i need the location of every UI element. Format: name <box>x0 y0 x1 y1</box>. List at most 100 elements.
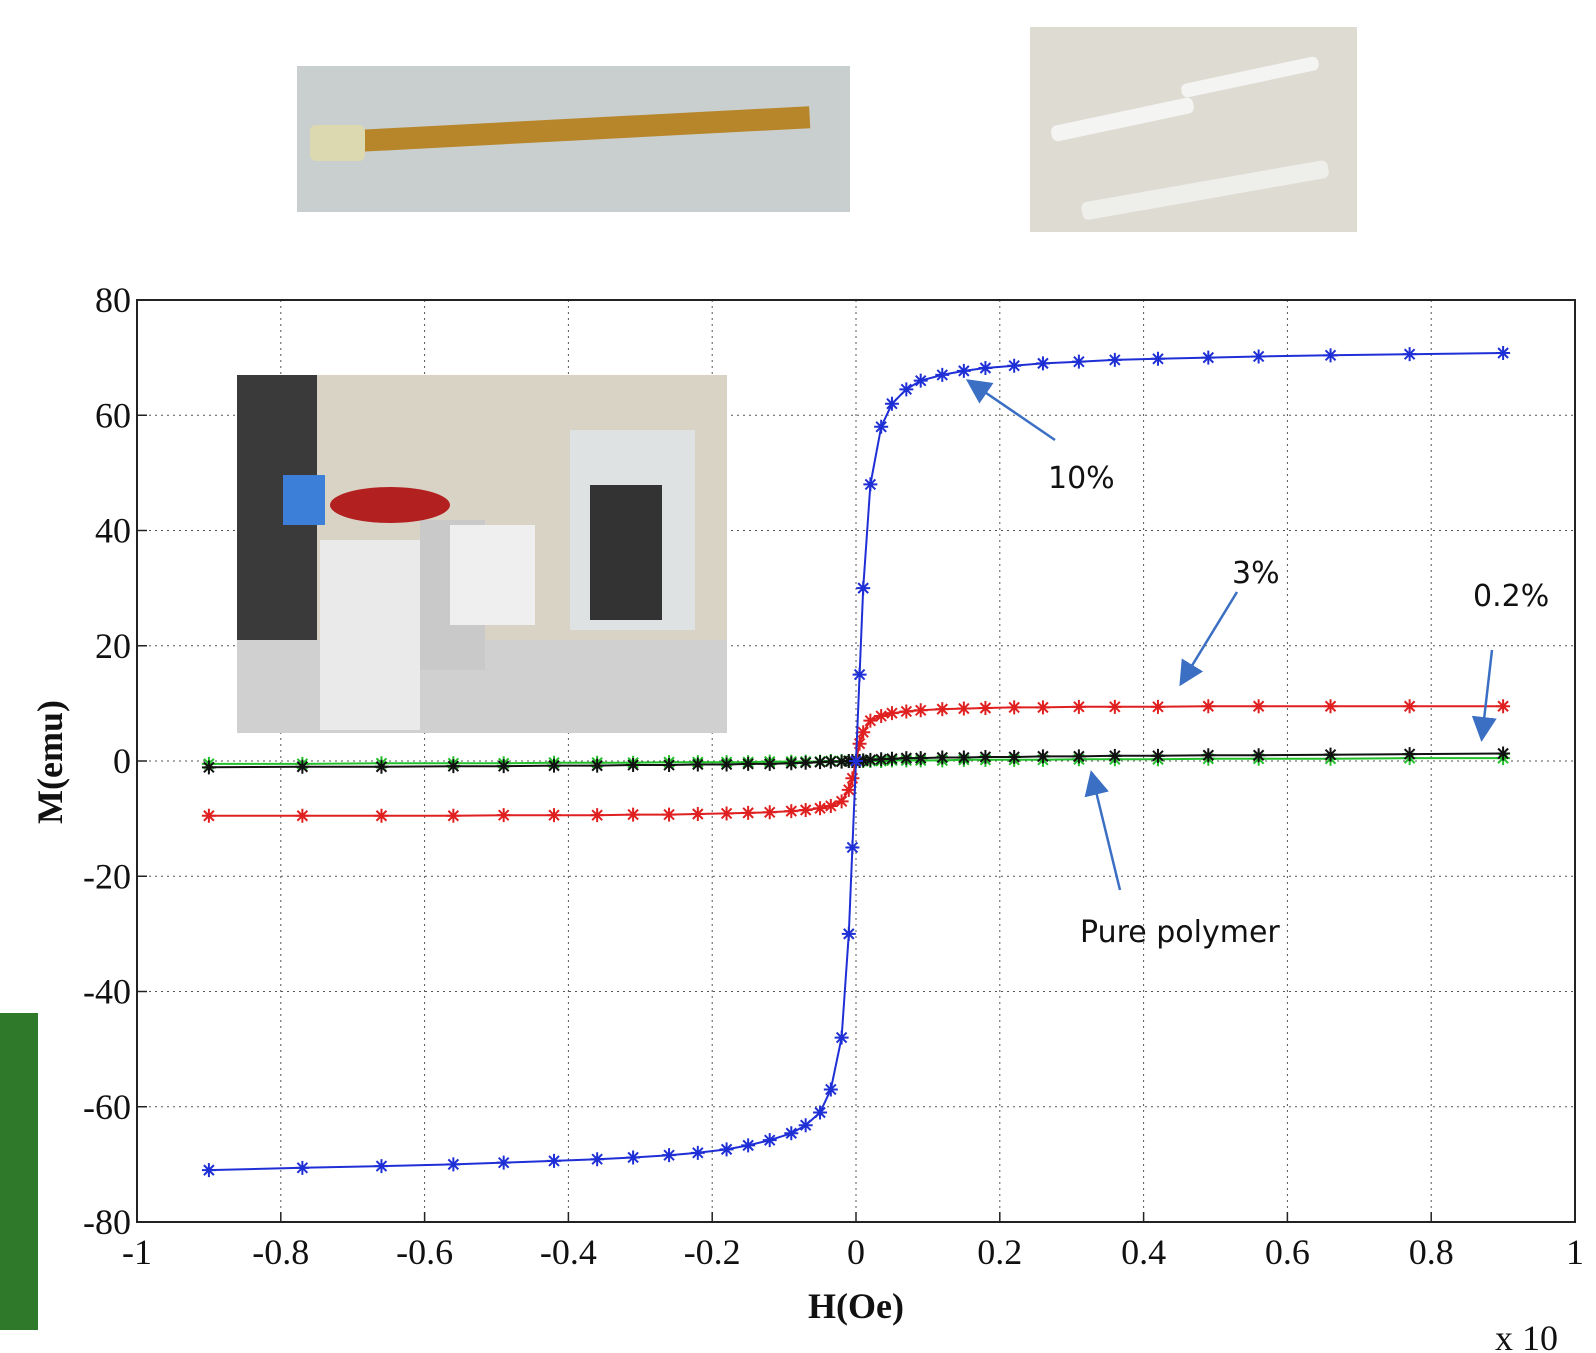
data-point <box>547 808 562 823</box>
data-point <box>741 805 756 820</box>
data-point <box>1035 356 1050 371</box>
x-multiplier: x 10 <box>1495 1318 1558 1353</box>
data-point <box>849 754 863 768</box>
data-point <box>590 758 605 773</box>
data-point <box>295 808 310 823</box>
x-tick-label: 0.4 <box>1121 1232 1166 1272</box>
data-point <box>899 704 914 719</box>
data-point <box>863 752 878 767</box>
data-point <box>856 753 871 768</box>
data-point <box>1496 746 1511 761</box>
data-point <box>1402 747 1417 762</box>
data-point <box>899 751 914 766</box>
annotation-arrows <box>965 379 1497 891</box>
y-tick-label: 0 <box>113 741 131 781</box>
data-point <box>547 758 562 773</box>
data-point <box>823 798 838 813</box>
data-point <box>1071 749 1086 764</box>
y-tick-label: -20 <box>83 856 131 896</box>
data-point <box>863 477 878 492</box>
data-point <box>1035 700 1050 715</box>
annotation: 0.2% <box>1473 579 1549 614</box>
data-point <box>1323 747 1338 762</box>
data-point <box>547 1153 562 1168</box>
data-point <box>590 808 605 823</box>
x-tick-label: -1 <box>122 1232 152 1272</box>
data-point <box>1150 748 1165 763</box>
data-point <box>201 760 216 775</box>
data-point <box>762 805 777 820</box>
data-point <box>741 756 756 771</box>
data-point <box>626 807 641 822</box>
data-point <box>295 759 310 774</box>
data-point <box>762 756 777 771</box>
data-point <box>856 725 871 740</box>
data-point <box>1035 749 1050 764</box>
x-tick-label: -0.6 <box>396 1232 453 1272</box>
data-point <box>863 713 878 728</box>
data-point <box>884 706 899 721</box>
x-tick-label: 0 <box>847 1232 865 1272</box>
data-point <box>1007 700 1022 715</box>
data-point <box>935 750 950 765</box>
x-tick-label: 0.8 <box>1409 1232 1454 1272</box>
data-point <box>913 751 928 766</box>
data-point <box>1107 699 1122 714</box>
data-point <box>884 751 899 766</box>
y-tick-label: -60 <box>83 1087 131 1127</box>
y-tick-label: 20 <box>95 626 131 666</box>
data-point <box>1071 699 1086 714</box>
data-point <box>295 1160 310 1175</box>
data-point <box>626 1150 641 1165</box>
x-tick-label: 0.2 <box>977 1232 1022 1272</box>
data-point <box>1150 699 1165 714</box>
data-point <box>856 581 871 596</box>
data-point <box>1201 748 1216 763</box>
data-point <box>496 1155 511 1170</box>
data-point <box>784 756 799 771</box>
data-point <box>662 1148 677 1163</box>
photo-green <box>0 1013 38 1330</box>
data-point <box>1107 748 1122 763</box>
data-point <box>913 703 928 718</box>
data-point <box>1323 348 1338 363</box>
data-point <box>823 754 838 769</box>
data-point <box>626 758 641 773</box>
data-point <box>1251 349 1266 364</box>
photo-sample-rod <box>297 66 850 212</box>
x-tick-label: -0.8 <box>252 1232 309 1272</box>
data-point <box>662 807 677 822</box>
data-point <box>978 749 993 764</box>
data-point <box>841 782 856 797</box>
data-point <box>1251 699 1266 714</box>
data-point <box>834 754 849 769</box>
data-point <box>899 382 914 397</box>
data-point <box>446 1157 461 1172</box>
data-point <box>1007 749 1022 764</box>
data-point <box>1201 350 1216 365</box>
y-tick-label: -40 <box>83 972 131 1012</box>
data-point <box>201 1163 216 1178</box>
data-point <box>762 1133 777 1148</box>
photo-lab <box>237 375 727 733</box>
data-point <box>446 759 461 774</box>
data-point <box>662 758 677 773</box>
y-tick-label: -80 <box>83 1202 131 1242</box>
data-point <box>823 1082 838 1097</box>
data-point <box>719 757 734 772</box>
y-tick-label: 40 <box>95 511 131 551</box>
data-point <box>813 801 828 816</box>
data-point <box>741 1138 756 1153</box>
data-point <box>719 806 734 821</box>
data-point <box>1150 351 1165 366</box>
data-point <box>590 1152 605 1167</box>
annotation: 3% <box>1232 556 1280 591</box>
data-point <box>845 771 860 786</box>
data-point <box>784 1126 799 1141</box>
data-point <box>834 1030 849 1045</box>
data-point <box>852 736 867 751</box>
x-tick-label: -0.2 <box>684 1232 741 1272</box>
data-point <box>852 667 867 682</box>
annotation: Pure polymer <box>1080 915 1280 950</box>
data-point <box>1201 699 1216 714</box>
